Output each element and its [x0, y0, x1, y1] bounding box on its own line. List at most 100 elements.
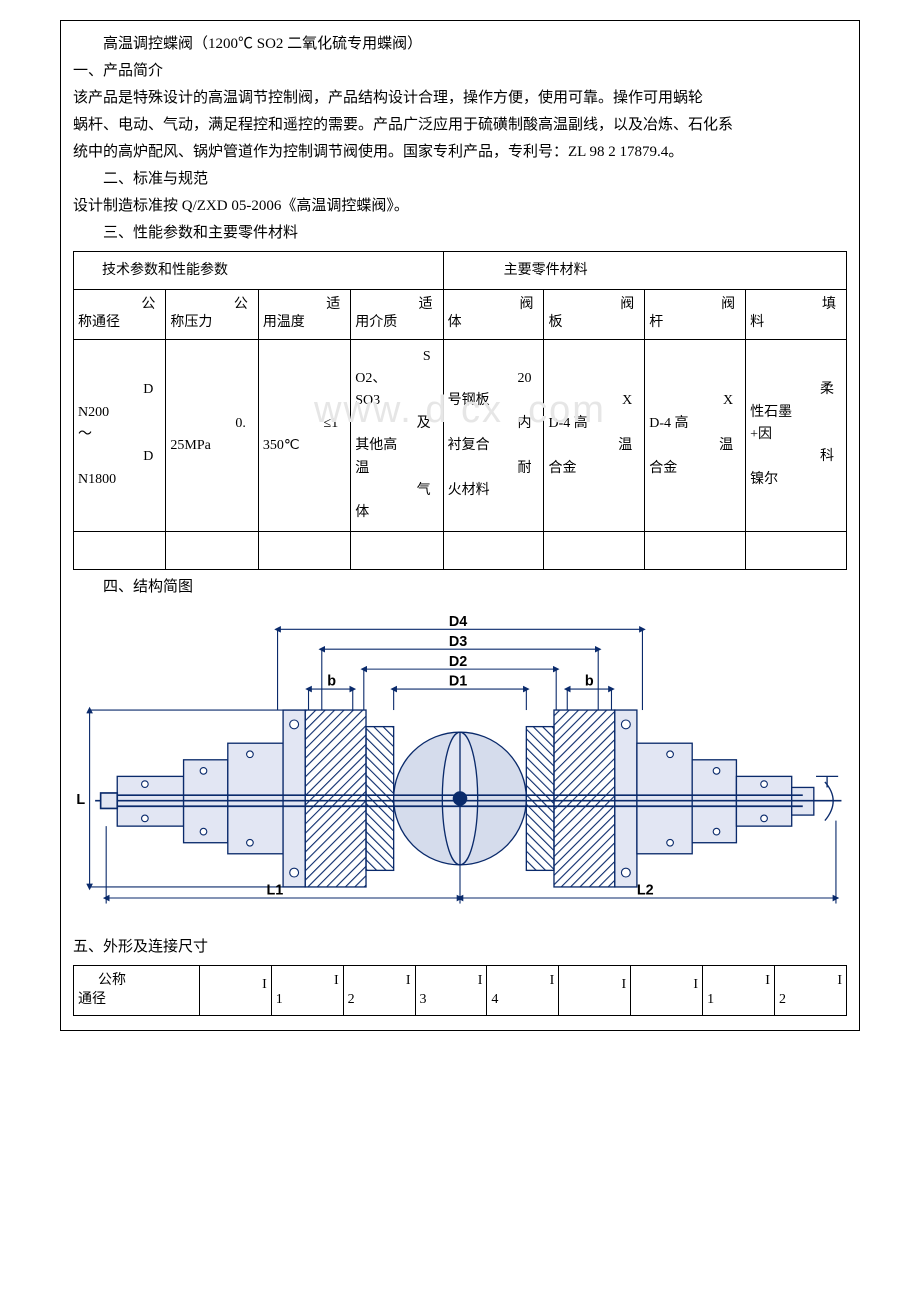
- d-diameter-3: ～: [78, 424, 161, 446]
- empty-cell: [74, 531, 166, 569]
- d-diameter-1: D: [78, 379, 161, 401]
- label-d4: D4: [449, 614, 467, 630]
- col-medium: 适用介质: [351, 290, 443, 339]
- col-plate: 阀板: [544, 290, 645, 339]
- section3-heading: 三、性能参数和主要零件材料: [73, 220, 847, 247]
- cell-pressure: 0. 25MPa: [166, 339, 258, 531]
- d-temp-1: ≤1: [263, 413, 346, 435]
- d-medium-3: SO3: [355, 390, 438, 412]
- dimensions-table: 公称 通径 I I 1 I 2: [73, 965, 847, 1015]
- d-packing-5: 镍尔: [750, 469, 842, 491]
- dim-col-4-top: I: [348, 972, 411, 990]
- dim-col-6: I 4: [487, 966, 559, 1015]
- dim-col-4-bot: 2: [348, 991, 411, 1009]
- section5-heading: 五、外形及连接尺寸: [73, 934, 847, 961]
- d-stem-3: 温: [649, 435, 741, 457]
- dim-col-9-bot: 1: [707, 991, 770, 1009]
- d-plate-2: D-4 高: [548, 413, 640, 435]
- cell-medium: S O2、 SO3 及 其他高 温 气 体: [351, 339, 443, 531]
- section1-heading: 一、产品简介: [73, 58, 847, 85]
- dim-col-3-bot: 1: [276, 991, 339, 1009]
- document-title: 高温调控蝶阀（1200℃ SO2 二氧化硫专用蝶阀）: [73, 31, 847, 58]
- col-temp-bot: 用温度: [263, 314, 346, 332]
- document-frame: 高温调控蝶阀（1200℃ SO2 二氧化硫专用蝶阀） 一、产品简介 该产品是特殊…: [60, 20, 860, 1031]
- dim-col-4: I 2: [343, 966, 415, 1015]
- dim-col-10: I 2: [774, 966, 846, 1015]
- label-b-right: b: [585, 674, 594, 690]
- col-medium-bot: 用介质: [355, 314, 438, 332]
- d-medium-8: 体: [355, 502, 438, 524]
- col-diameter: 公称通径: [74, 290, 166, 339]
- label-l: L: [76, 792, 85, 808]
- dim-col-9: I 1: [703, 966, 775, 1015]
- dim-col-diameter-top: 公称: [78, 972, 195, 990]
- cell-temp: ≤1 350℃: [258, 339, 350, 531]
- d-packing-1: 柔: [750, 379, 842, 401]
- d-stem-2: D-4 高: [649, 413, 741, 435]
- dim-col-5-bot: 3: [420, 991, 483, 1009]
- dim-col-3: I 1: [271, 966, 343, 1015]
- dim-col-6-bot: 4: [491, 991, 554, 1009]
- cell-body: 20 号钢板 内 衬复合 耐 火材料: [443, 339, 544, 531]
- d-stem-1: X: [649, 390, 741, 412]
- col-packing-bot: 料: [750, 314, 842, 332]
- d-body-2: 号钢板: [448, 390, 540, 412]
- d-medium-4: 及: [355, 413, 438, 435]
- d-diameter-5: N1800: [78, 469, 161, 491]
- label-b-left: b: [327, 674, 336, 690]
- d-body-6: 火材料: [448, 480, 540, 502]
- label-l2: L2: [637, 883, 654, 899]
- tech-header-row: 公称通径 公称压力 适用温度 适用介质 阀体 阀板: [74, 290, 847, 339]
- label-l1: L1: [267, 883, 284, 899]
- section4-heading: 四、结构简图: [73, 574, 847, 601]
- col-diameter-top: 公: [78, 296, 161, 314]
- dim-col-3-top: I: [276, 972, 339, 990]
- col-temp-top: 适: [263, 296, 346, 314]
- tech-table-wrap: www. d cx .com 技术参数和性能参数 主要零件材料 公称通径 公称压…: [73, 251, 847, 570]
- empty-cell: [746, 531, 847, 569]
- cell-packing: 柔 性石墨 +因 科 镍尔: [746, 339, 847, 531]
- section1-line2: 蜗杆、电动、气动，满足程控和遥控的需要。产品广泛应用于硫磺制酸高温副线，以及冶炼…: [73, 112, 847, 139]
- col-pressure-top: 公: [170, 296, 253, 314]
- dim-col-2: I: [199, 966, 271, 1015]
- empty-cell: [258, 531, 350, 569]
- empty-cell: [166, 531, 258, 569]
- d-pressure-2: 25MPa: [170, 435, 253, 457]
- col-pressure-bot: 称压力: [170, 314, 253, 332]
- dim-col-diameter-bot: 通径: [78, 991, 195, 1009]
- d-medium-1: S: [355, 346, 438, 368]
- dim-col-diameter: 公称 通径: [74, 966, 200, 1015]
- dim-col-7-top: I: [622, 977, 627, 992]
- tech-group2-header: 主要零件材料: [443, 252, 846, 290]
- col-body: 阀体: [443, 290, 544, 339]
- section2-heading: 二、标准与规范: [73, 166, 847, 193]
- d-pressure-1: 0.: [170, 413, 253, 435]
- dim-col-5: I 3: [415, 966, 487, 1015]
- d-medium-5: 其他高: [355, 435, 438, 457]
- tech-parameters-table: 技术参数和性能参数 主要零件材料 公称通径 公称压力 适用温度 适用介质: [73, 251, 847, 570]
- diagram-svg: D4 D3 D2 D1 b b L1 L2 L: [73, 605, 847, 915]
- col-packing: 填料: [746, 290, 847, 339]
- d-medium-7: 气: [355, 480, 438, 502]
- structural-diagram: D4 D3 D2 D1 b b L1 L2 L: [73, 605, 847, 915]
- col-plate-bot: 板: [548, 314, 640, 332]
- dim-col-8-top: I: [693, 977, 698, 992]
- label-d2: D2: [449, 654, 467, 670]
- col-stem-top: 阀: [649, 296, 741, 314]
- d-plate-4: 合金: [548, 458, 640, 480]
- tech-data-row: D N200 ～ D N1800 0. 25MPa ≤1 350℃: [74, 339, 847, 531]
- col-diameter-bot: 称通径: [78, 314, 161, 332]
- col-stem-bot: 杆: [649, 314, 741, 332]
- label-d3: D3: [449, 634, 467, 650]
- d-body-3: 内: [448, 413, 540, 435]
- dim-col-10-top: I: [779, 972, 842, 990]
- section1-line1: 该产品是特殊设计的高温调节控制阀，产品结构设计合理，操作方便，使用可靠。操作可用…: [73, 85, 847, 112]
- tech-empty-row: [74, 531, 847, 569]
- col-temp: 适用温度: [258, 290, 350, 339]
- dim-col-5-top: I: [420, 972, 483, 990]
- d-plate-3: 温: [548, 435, 640, 457]
- dim-col-8: I: [631, 966, 703, 1015]
- col-body-top: 阀: [448, 296, 540, 314]
- col-plate-top: 阀: [548, 296, 640, 314]
- section1-line3: 统中的高炉配风、锅炉管道作为控制调节阀使用。国家专利产品，专利号：ZL 98 2…: [73, 139, 847, 166]
